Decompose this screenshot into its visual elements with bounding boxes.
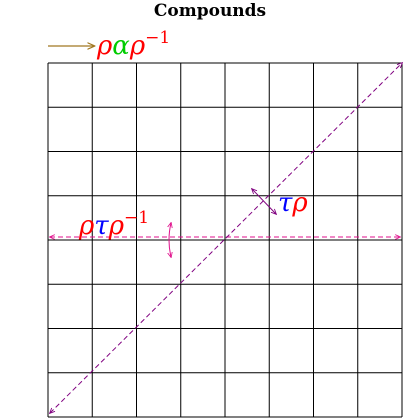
label-rho-1: ρ xyxy=(78,211,95,241)
diagonal-flip-arrow xyxy=(252,189,276,214)
label-tau-2: τ xyxy=(278,188,293,218)
diagonal-reflection-axis xyxy=(50,63,402,413)
diagram-title: Compounds xyxy=(154,1,266,21)
label-rho-3: ρ xyxy=(291,188,308,218)
label-tau-rho: τρ xyxy=(278,188,308,218)
legend-alpha: α xyxy=(112,31,130,61)
legend-rho-2: ρ xyxy=(129,31,146,61)
legend-superscript: −1 xyxy=(145,28,170,48)
label-rho-2: ρ xyxy=(108,211,125,241)
legend-label: ραρ−1 xyxy=(96,28,170,61)
legend-rho-1: ρ xyxy=(96,31,113,61)
label-rho-tau-rho-inverse: ρτρ−1 xyxy=(78,208,149,241)
label-superscript: −1 xyxy=(124,208,149,228)
horizontal-flip-arrow xyxy=(169,223,171,257)
label-tau: τ xyxy=(94,211,109,241)
